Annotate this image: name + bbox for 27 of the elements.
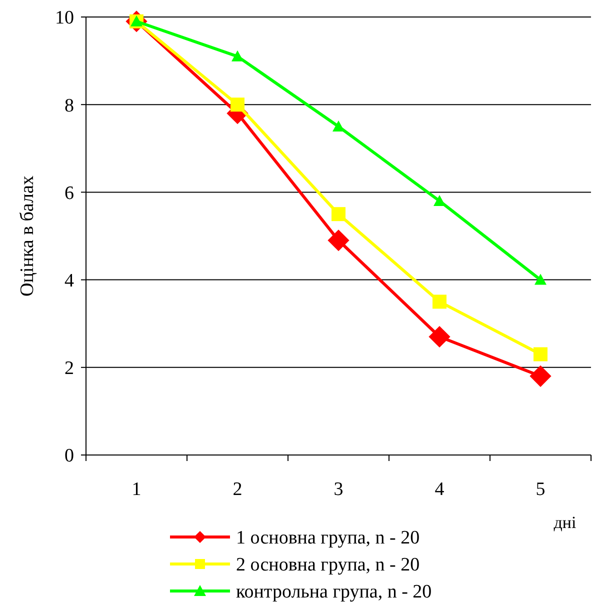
point — [428, 326, 450, 348]
x-axis-title: дні — [554, 513, 577, 532]
x-tick-label: 5 — [536, 479, 546, 500]
point — [534, 274, 546, 285]
point — [232, 50, 244, 62]
point — [328, 230, 350, 252]
x-tick-label: 4 — [434, 479, 445, 500]
point — [432, 294, 446, 309]
x-tick-label: 2 — [232, 479, 242, 500]
legend-label: 2 основна група, n - 20 — [236, 554, 420, 576]
point — [230, 98, 244, 112]
point — [530, 365, 552, 387]
legend-label: контрольна група, n - 20 — [236, 582, 432, 603]
x-tick-label: 3 — [334, 479, 344, 500]
y-axis-title: Оцінка в балах — [17, 175, 38, 296]
legend-label: 1 основна група, n - 20 — [236, 528, 420, 549]
point — [434, 194, 446, 206]
point — [534, 347, 548, 362]
y-tick-label: 8 — [64, 95, 74, 116]
x-tick-label: 1 — [132, 479, 142, 500]
y-tick-label: 6 — [64, 182, 74, 204]
y-tick-label: 4 — [64, 270, 74, 292]
point — [332, 120, 344, 132]
point — [332, 207, 346, 222]
y-tick-label: 0 — [64, 446, 74, 467]
y-tick-label: 10 — [55, 8, 74, 29]
y-tick-label: 2 — [64, 358, 74, 380]
